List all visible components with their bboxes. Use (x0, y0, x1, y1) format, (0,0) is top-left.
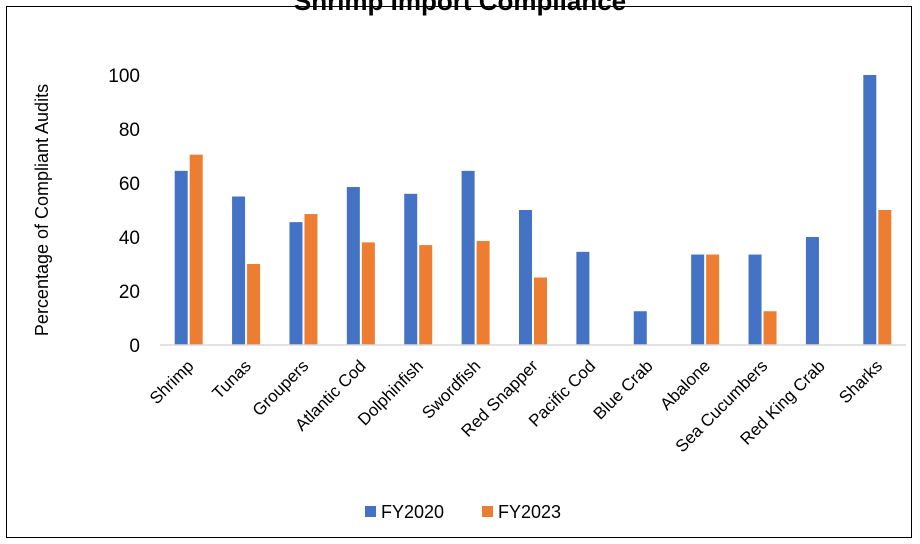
bar-fy2023-swordfish (476, 241, 490, 345)
y-tick-label: 100 (108, 66, 140, 87)
bar-fy2023-sharks (878, 210, 892, 345)
bar-fy2023-groupers (304, 214, 318, 345)
bar-fy2020-pacific-cod (576, 251, 590, 345)
y-tick-label: 20 (119, 282, 140, 303)
x-category-label: Blue Crab (590, 356, 657, 423)
y-tick-label: 0 (129, 336, 140, 357)
chart-title: Shrimp Import Compliance (293, 0, 627, 16)
bar-fy2023-tunas (247, 264, 261, 345)
bar-fy2020-dolphinfish (404, 193, 418, 345)
y-tick-label: 60 (119, 174, 140, 195)
y-tick-label: 40 (119, 228, 140, 249)
bar-fy2023-shrimp (189, 154, 203, 345)
bar-fy2020-atlantic-cod (346, 187, 360, 345)
bar-fy2023-red-snapper (534, 277, 547, 345)
bar-fy2020-blue-crab (633, 311, 647, 345)
legend-label-fy2020: FY2020 (381, 502, 444, 522)
bar-fy2023-sea-cucumbers (763, 311, 777, 345)
x-category-label: Shrimp (146, 356, 198, 408)
legend-swatch-fy2023 (482, 506, 493, 517)
bar-fy2020-groupers (289, 222, 303, 345)
bar-fy2020-shrimp (174, 170, 188, 345)
bar-fy2020-sea-cucumbers (748, 254, 762, 345)
bar-fy2020-tunas (232, 196, 246, 345)
bar-fy2020-red-king-crab (805, 237, 819, 345)
x-category-label: Tunas (209, 356, 255, 402)
bar-fy2020-red-snapper (519, 210, 532, 345)
bar-fy2023-atlantic-cod (361, 242, 375, 345)
bar-fy2020-sharks (863, 75, 877, 345)
legend-swatch-fy2020 (365, 506, 376, 517)
y-tick-label: 80 (119, 120, 140, 141)
x-category-label: Abalone (656, 356, 714, 414)
bar-fy2023-abalone (706, 254, 720, 345)
bar-fy2023-dolphinfish (419, 245, 433, 345)
x-category-label: Sharks (835, 356, 886, 407)
legend-label-fy2023: FY2023 (498, 502, 561, 522)
y-axis-label: Percentage of Compliant Audits (32, 84, 52, 336)
bar-fy2020-abalone (691, 254, 705, 345)
bar-fy2020-swordfish (461, 170, 475, 345)
